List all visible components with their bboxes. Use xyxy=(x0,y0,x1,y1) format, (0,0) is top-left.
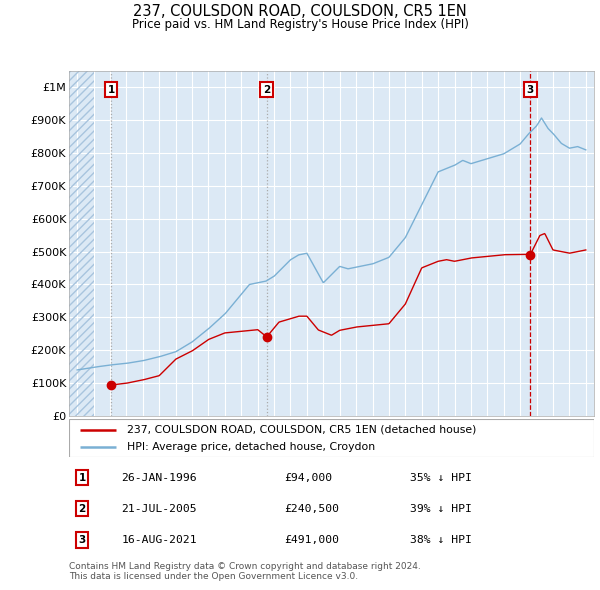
Text: 3: 3 xyxy=(79,535,86,545)
Text: 38% ↓ HPI: 38% ↓ HPI xyxy=(410,535,472,545)
Text: 16-AUG-2021: 16-AUG-2021 xyxy=(121,535,197,545)
Text: 3: 3 xyxy=(527,85,534,95)
Text: £491,000: £491,000 xyxy=(284,535,339,545)
Text: HPI: Average price, detached house, Croydon: HPI: Average price, detached house, Croy… xyxy=(127,441,375,451)
Text: 2: 2 xyxy=(263,85,271,95)
Text: 237, COULSDON ROAD, COULSDON, CR5 1EN: 237, COULSDON ROAD, COULSDON, CR5 1EN xyxy=(133,4,467,19)
Text: 1: 1 xyxy=(79,473,86,483)
Text: 26-JAN-1996: 26-JAN-1996 xyxy=(121,473,197,483)
Text: 35% ↓ HPI: 35% ↓ HPI xyxy=(410,473,472,483)
Text: Price paid vs. HM Land Registry's House Price Index (HPI): Price paid vs. HM Land Registry's House … xyxy=(131,18,469,31)
Text: 21-JUL-2005: 21-JUL-2005 xyxy=(121,504,197,514)
Text: 1: 1 xyxy=(107,85,115,95)
Text: 2: 2 xyxy=(79,504,86,514)
Polygon shape xyxy=(69,71,94,416)
Text: Contains HM Land Registry data © Crown copyright and database right 2024.
This d: Contains HM Land Registry data © Crown c… xyxy=(69,562,421,581)
Text: 39% ↓ HPI: 39% ↓ HPI xyxy=(410,504,472,514)
Text: £240,500: £240,500 xyxy=(284,504,339,514)
Text: £94,000: £94,000 xyxy=(284,473,332,483)
Text: 237, COULSDON ROAD, COULSDON, CR5 1EN (detached house): 237, COULSDON ROAD, COULSDON, CR5 1EN (d… xyxy=(127,425,476,435)
